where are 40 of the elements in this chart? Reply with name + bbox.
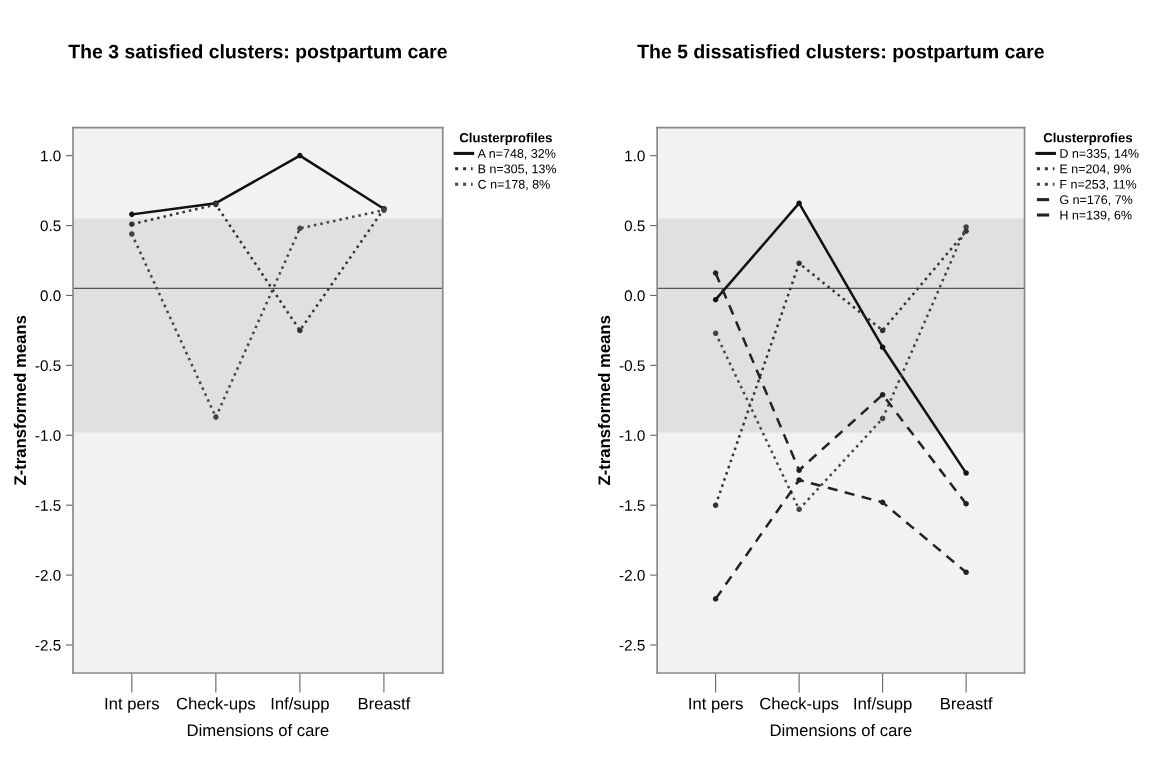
x-tick-label: Int pers (689, 697, 743, 713)
y-tick-label: -1.5 (35, 500, 61, 511)
x-tick-label: Inf/supp (854, 697, 912, 713)
legend-label: B n=305, 13% (478, 164, 557, 175)
y-tick-label: -1.0 (35, 430, 61, 441)
x-tick-label: Check-ups (176, 697, 256, 713)
y-tick-label: -0.5 (35, 360, 61, 372)
y-tick-label: 1.0 (625, 150, 645, 162)
x-tick-label: Int pers (105, 697, 160, 713)
y-tick-label: -2.5 (619, 639, 645, 651)
y-tick-label: -1.0 (619, 430, 645, 441)
y-tick-label: -2.5 (35, 639, 61, 651)
chart-title: The 5 dissatisfied clusters: postpartum care (637, 44, 1044, 63)
legend-label: C n=178, 8% (478, 179, 550, 191)
x-axis-title: Dimensions of care (187, 723, 329, 737)
y-tick-label: -2.0 (35, 569, 61, 581)
y-tick-label: 0.0 (40, 290, 61, 302)
x-tick-label: Inf/supp (271, 697, 329, 713)
x-axis-title: Dimensions of care (770, 723, 912, 737)
y-tick-label: -0.5 (619, 360, 645, 372)
legend-title: Clusterprofies (1043, 132, 1133, 145)
y-tick-label: -1.5 (619, 500, 645, 511)
y-tick-label: -2.0 (619, 569, 645, 581)
y-tick-label: 1.0 (41, 150, 61, 162)
y-tick-label: 0.5 (40, 220, 61, 232)
y-axis-title: Z-transformed means (13, 315, 27, 486)
chart-title: The 3 satisfied clusters: postpartum care (68, 44, 447, 63)
y-tick-label: 0.5 (624, 220, 645, 232)
x-tick-label: Breastf (941, 697, 993, 710)
legend-label: D n=335, 14% (1060, 149, 1139, 160)
x-tick-label: Breastf (358, 697, 411, 710)
legend-title: Clusterprofiles (459, 132, 552, 145)
x-tick-label: Check-ups (760, 697, 839, 713)
legend-label: A n=748, 32% (477, 149, 556, 160)
legend-label: E n=204, 9% (1060, 164, 1131, 175)
legend-label: H n=139, 6% (1060, 210, 1132, 221)
y-tick-label: 0.0 (624, 290, 645, 302)
legend-label: G n=176, 7% (1060, 195, 1133, 206)
legend-label: F n=253, 11% (1060, 179, 1137, 191)
y-axis-title: Z-transformed means (597, 315, 611, 486)
